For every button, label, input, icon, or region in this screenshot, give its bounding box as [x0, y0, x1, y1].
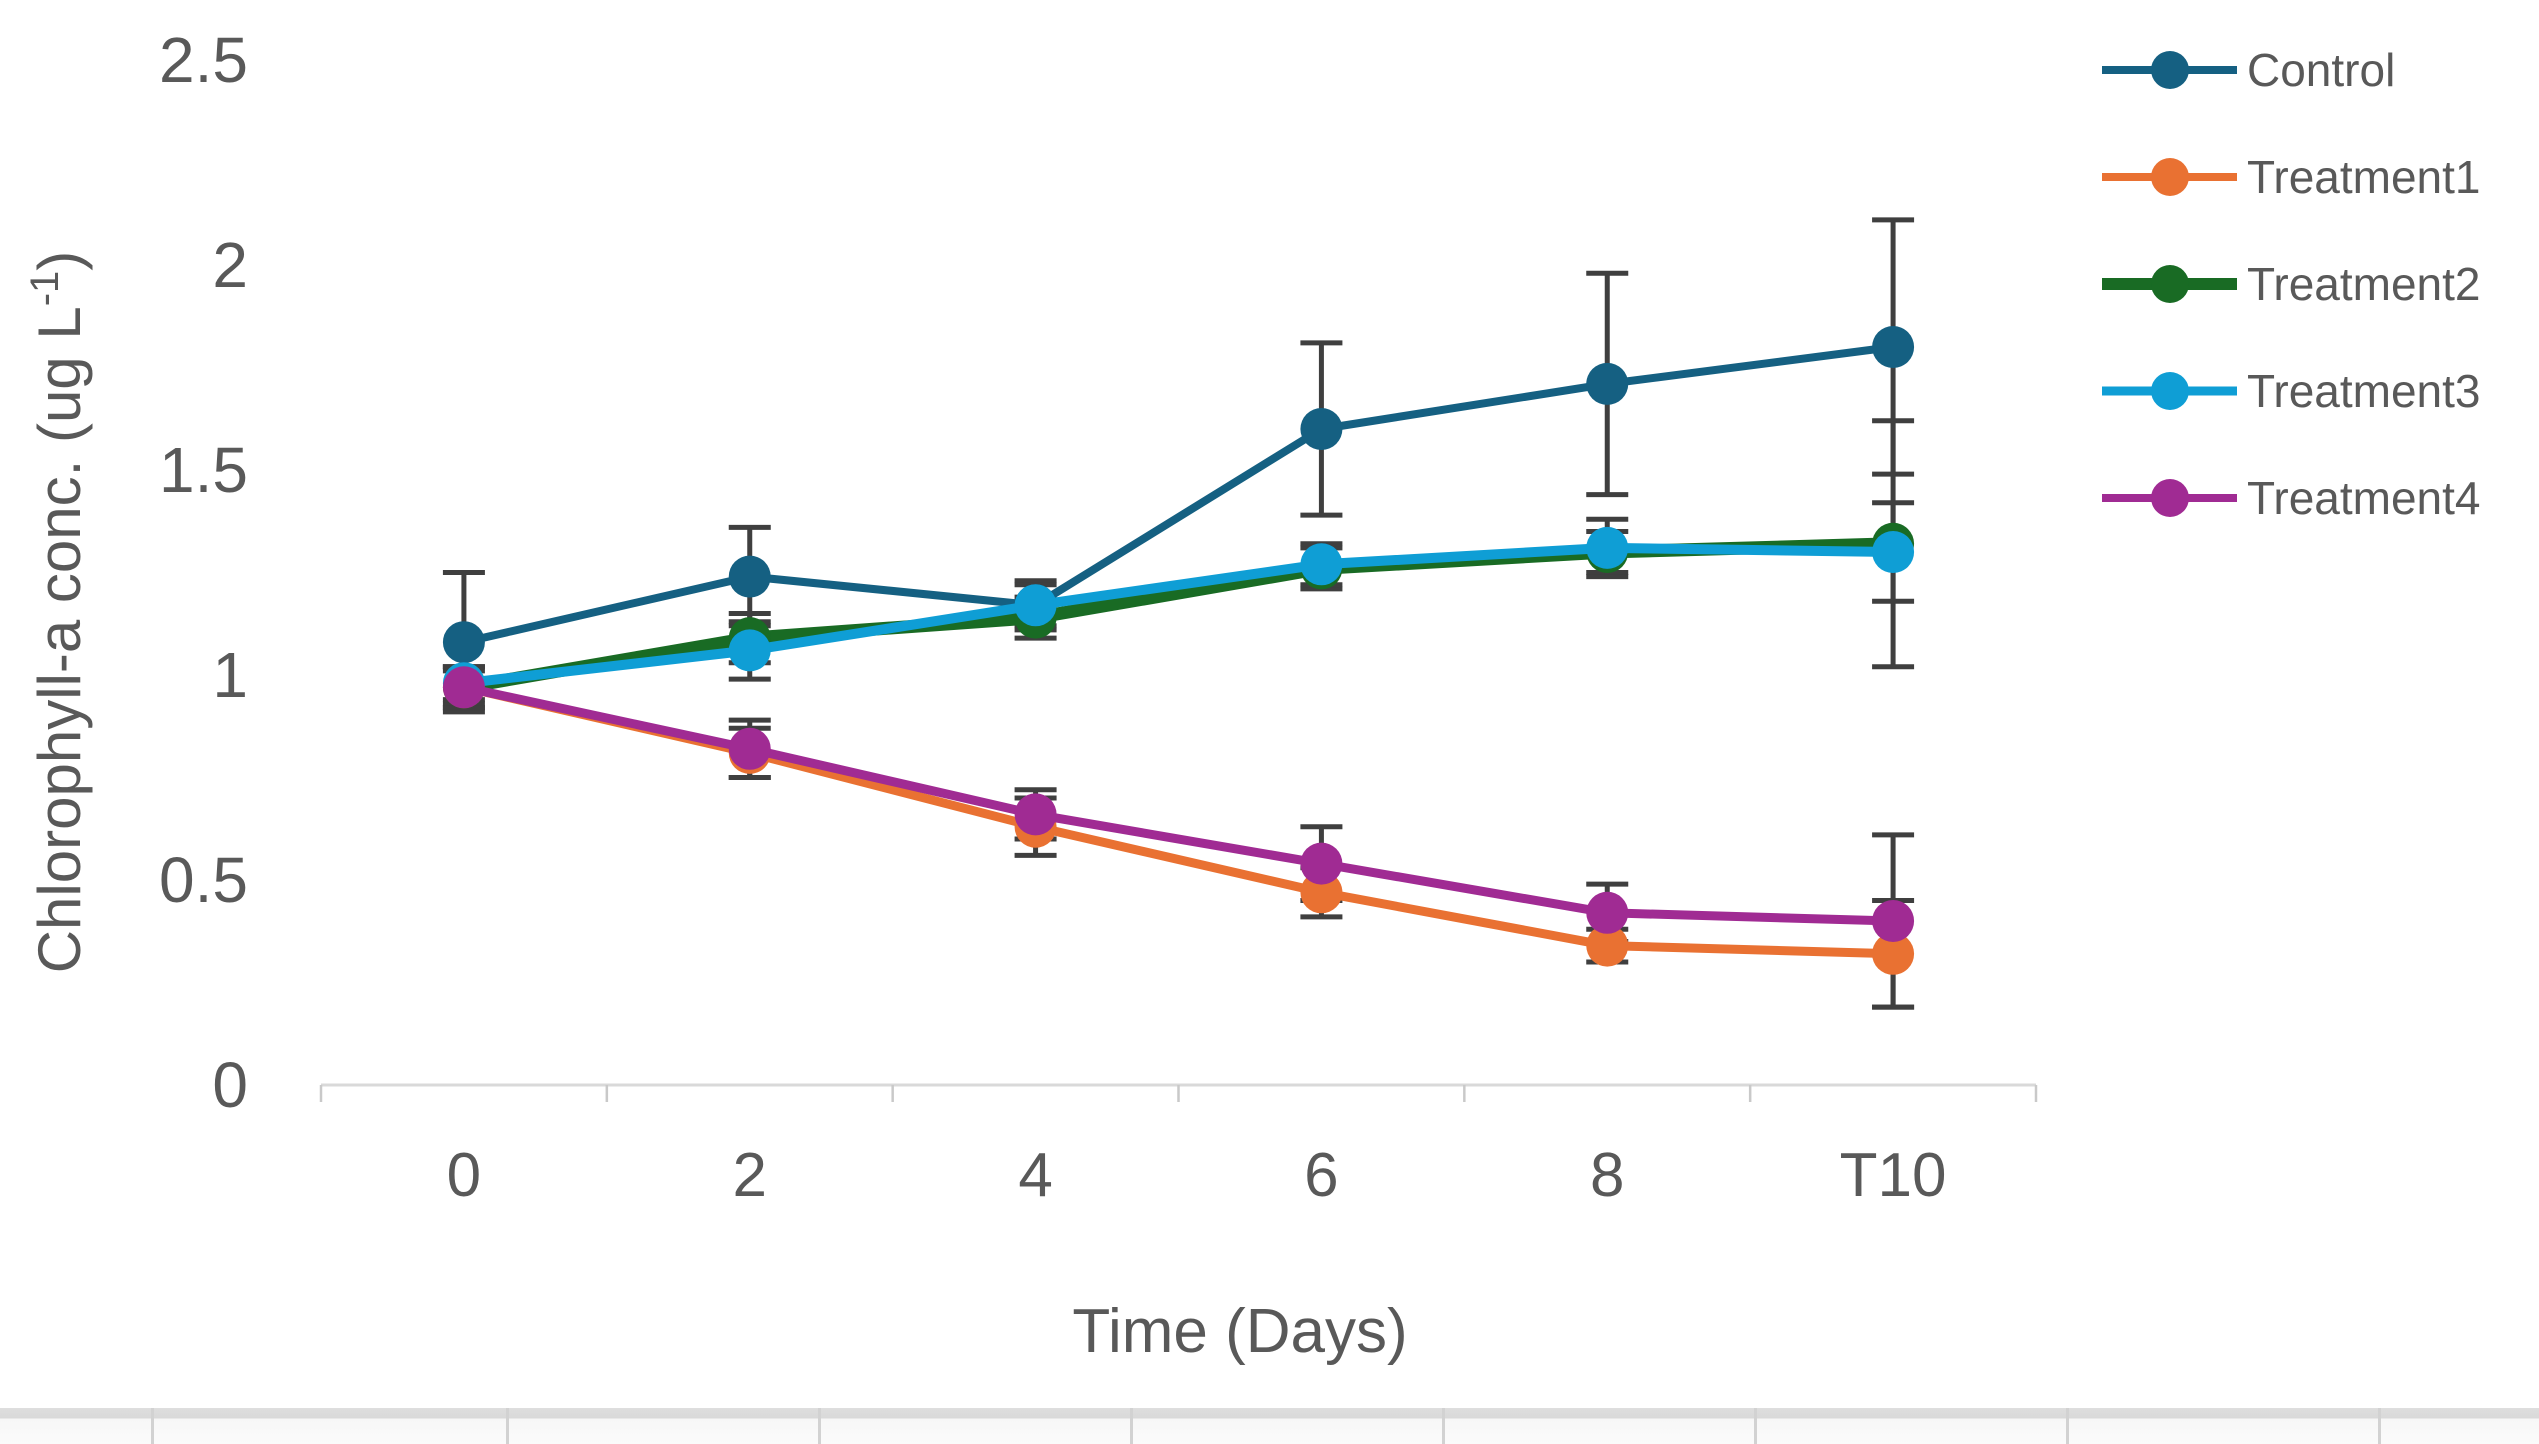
legend-label: Treatment4 — [2247, 472, 2481, 524]
x-tick-label: 6 — [1304, 1141, 1338, 1210]
data-point-marker — [1872, 900, 1915, 942]
legend-marker — [2151, 51, 2189, 89]
y-tick-label: 1 — [212, 639, 248, 711]
legend-label: Treatment2 — [2247, 258, 2481, 310]
data-point-marker — [1872, 531, 1915, 573]
error-bars — [442, 217, 1915, 1010]
data-point-marker — [1586, 362, 1629, 405]
x-tick-labels: 0 2 4 6 8 T10 — [447, 1141, 1947, 1210]
legend-item-treatment4: Treatment4 — [2102, 472, 2481, 524]
series-line — [459, 682, 1898, 926]
data-point-marker — [728, 555, 771, 598]
spreadsheet-row-strip — [0, 1408, 2539, 1444]
data-point-marker — [1014, 793, 1057, 836]
legend-item-treatment1: Treatment1 — [2102, 151, 2481, 203]
data-point-marker — [1872, 326, 1915, 368]
series-treatment3 — [442, 526, 1915, 705]
y-tick-label: 0.5 — [159, 844, 248, 916]
legend: Control Treatment1 Treatment2 Treatment3 Tre… — [2102, 44, 2481, 524]
x-axis-title: Time (Days) — [1072, 1297, 1407, 1366]
series-treatment1 — [442, 666, 1915, 975]
legend-marker — [2151, 158, 2189, 196]
y-tick-label: 2.5 — [159, 24, 248, 96]
legend-marker — [2151, 372, 2189, 410]
data-point-marker — [1300, 408, 1343, 450]
data-point-marker — [1300, 543, 1343, 586]
data-point-marker — [442, 666, 485, 709]
legend-item-treatment2: Treatment2 — [2102, 258, 2481, 310]
x-tick-label: T10 — [1840, 1141, 1947, 1210]
data-point-marker — [1300, 871, 1343, 914]
series-treatment4 — [442, 666, 1915, 942]
series-line — [458, 542, 1899, 689]
x-axis — [319, 1083, 2038, 1102]
data-point-marker — [728, 629, 771, 672]
legend-item-control: Control — [2102, 44, 2395, 96]
series-line — [457, 537, 1900, 694]
y-tick-label: 1.5 — [159, 434, 248, 506]
y-axis-title: Chlorophyll-a conc. (ug L-1) — [23, 251, 93, 974]
legend-label: Control — [2247, 44, 2395, 96]
legend-marker — [2151, 265, 2189, 303]
data-point-marker — [1586, 891, 1629, 934]
legend-item-treatment3: Treatment3 — [2102, 365, 2481, 417]
y-tick-label: 2 — [212, 229, 248, 301]
data-point-marker — [1300, 842, 1343, 885]
data-point-marker — [728, 727, 771, 770]
y-tick-label: 0 — [212, 1049, 248, 1121]
data-point-marker — [1872, 932, 1915, 975]
x-tick-label: 8 — [1590, 1141, 1624, 1210]
data-point-marker — [1586, 526, 1629, 569]
data-point-marker — [1014, 584, 1057, 627]
x-tick-label: 0 — [447, 1141, 481, 1210]
legend-label: Treatment1 — [2247, 151, 2481, 203]
legend-label: Treatment3 — [2247, 365, 2481, 417]
series-line — [459, 343, 1898, 647]
data-point-marker — [442, 621, 485, 664]
x-tick-label: 4 — [1018, 1141, 1052, 1210]
series-control — [442, 326, 1915, 664]
y-axis: 0 0.5 1 1.5 2 2.5 — [159, 24, 248, 1121]
x-tick-label: 2 — [733, 1141, 767, 1210]
legend-marker — [2151, 479, 2189, 517]
data-point-marker — [1586, 924, 1629, 967]
